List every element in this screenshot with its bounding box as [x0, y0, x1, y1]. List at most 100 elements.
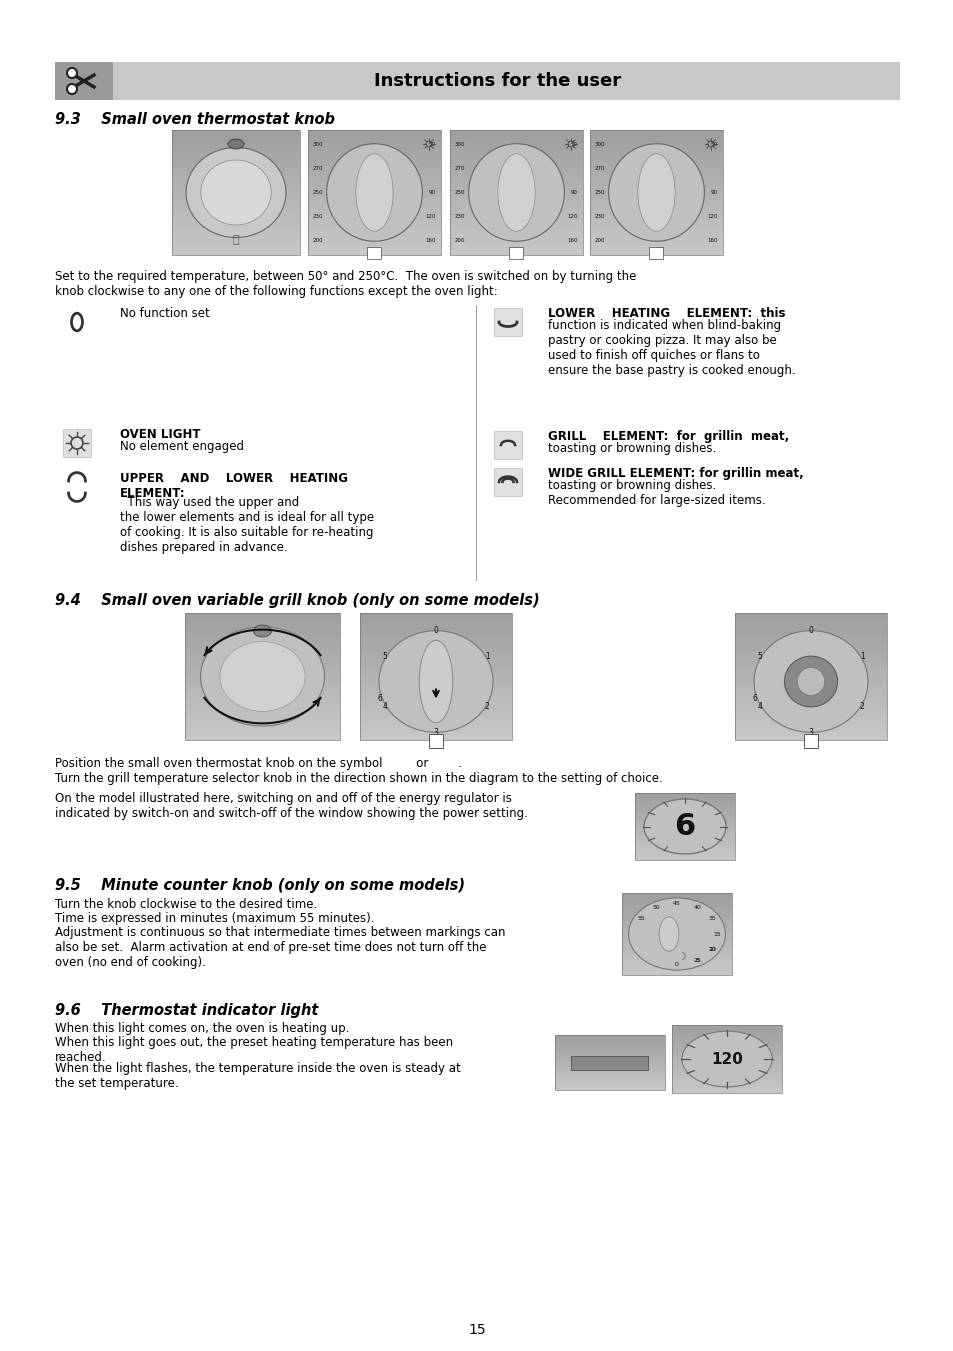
Text: On the model illustrated here, switching on and off of the energy regulator is
i: On the model illustrated here, switching… — [55, 792, 527, 820]
Text: 50: 50 — [710, 142, 718, 147]
Text: 230: 230 — [595, 213, 605, 219]
Text: 120: 120 — [710, 1051, 742, 1066]
Ellipse shape — [200, 627, 324, 725]
Ellipse shape — [659, 917, 679, 951]
Ellipse shape — [638, 154, 675, 231]
Text: 1: 1 — [484, 651, 489, 661]
Text: 3: 3 — [433, 728, 438, 736]
Text: No function set: No function set — [120, 307, 210, 320]
Text: UPPER    AND    LOWER    HEATING
ELEMENT:: UPPER AND LOWER HEATING ELEMENT: — [120, 471, 348, 500]
Bar — [185, 613, 339, 740]
Text: 250: 250 — [595, 190, 605, 195]
Bar — [308, 130, 440, 255]
Text: 6: 6 — [377, 694, 382, 704]
Ellipse shape — [228, 139, 244, 149]
Ellipse shape — [67, 68, 77, 78]
Ellipse shape — [418, 640, 453, 723]
Text: 50: 50 — [429, 142, 436, 147]
Text: 6: 6 — [752, 694, 757, 704]
Bar — [635, 793, 734, 861]
Text: 9.3    Small oven thermostat knob: 9.3 Small oven thermostat knob — [55, 112, 335, 127]
Text: 160: 160 — [425, 238, 436, 242]
Text: 90: 90 — [571, 190, 578, 195]
Ellipse shape — [253, 626, 272, 638]
Text: 15: 15 — [468, 1323, 485, 1337]
Ellipse shape — [468, 143, 564, 242]
Text: Time is expressed in minutes (maximum 55 minutes).: Time is expressed in minutes (maximum 55… — [55, 912, 375, 925]
Text: 20: 20 — [707, 947, 716, 951]
Ellipse shape — [643, 798, 725, 854]
Text: 40: 40 — [693, 905, 700, 911]
Text: Set to the required temperature, between 50° and 250°C.  The oven is switched on: Set to the required temperature, between… — [55, 270, 636, 299]
Text: 160: 160 — [567, 238, 578, 242]
Text: 120: 120 — [707, 213, 718, 219]
Bar — [555, 1035, 664, 1090]
Text: 45: 45 — [673, 901, 680, 907]
Text: 270: 270 — [313, 166, 323, 172]
Text: 5: 5 — [382, 651, 387, 661]
Text: When this light comes on, the oven is heating up.: When this light comes on, the oven is he… — [55, 1021, 349, 1035]
Text: 300: 300 — [313, 142, 323, 147]
Text: Turn the grill temperature selector knob in the direction shown in the diagram t: Turn the grill temperature selector knob… — [55, 771, 662, 785]
Text: 9.6    Thermostat indicator light: 9.6 Thermostat indicator light — [55, 1002, 318, 1019]
Text: 230: 230 — [313, 213, 323, 219]
Text: toasting or browning dishes.: toasting or browning dishes. — [547, 442, 716, 455]
Ellipse shape — [753, 631, 867, 732]
Text: GRILL    ELEMENT:  for  grillin  meat,: GRILL ELEMENT: for grillin meat, — [547, 430, 788, 443]
Ellipse shape — [681, 1031, 771, 1088]
Bar — [55, 62, 899, 100]
Text: 250: 250 — [455, 190, 465, 195]
Ellipse shape — [378, 631, 493, 732]
Text: This way used the upper and
the lower elements and is ideal for all type
of cook: This way used the upper and the lower el… — [120, 496, 374, 554]
Bar — [671, 1025, 781, 1093]
Text: 1: 1 — [859, 651, 863, 661]
Ellipse shape — [186, 147, 286, 238]
Text: Position the small oven thermostat knob on the symbol         or        .: Position the small oven thermostat knob … — [55, 757, 461, 770]
Bar — [494, 308, 521, 336]
Text: 55: 55 — [638, 916, 645, 921]
Ellipse shape — [200, 159, 271, 226]
Bar — [367, 247, 381, 259]
Text: No element engaged: No element engaged — [120, 440, 244, 453]
Bar — [571, 1055, 648, 1070]
Text: 0: 0 — [675, 962, 679, 967]
Bar — [621, 893, 731, 975]
Ellipse shape — [628, 898, 724, 970]
Text: 2: 2 — [484, 703, 489, 712]
Text: 5: 5 — [695, 958, 699, 963]
Text: 90: 90 — [710, 190, 718, 195]
Text: 50: 50 — [652, 905, 659, 911]
Text: 300: 300 — [455, 142, 465, 147]
Text: 0: 0 — [433, 627, 438, 635]
Text: OVEN LIGHT: OVEN LIGHT — [120, 428, 200, 440]
Ellipse shape — [326, 143, 422, 242]
Text: 50: 50 — [571, 142, 578, 147]
Text: Adjustment is continuous so that intermediate times between markings can
also be: Adjustment is continuous so that interme… — [55, 925, 505, 969]
Bar — [649, 247, 662, 259]
Bar — [172, 130, 299, 255]
Text: ☽: ☽ — [677, 952, 685, 962]
Text: 4: 4 — [757, 703, 761, 712]
Text: 15: 15 — [713, 931, 720, 936]
Bar — [63, 430, 91, 457]
Text: 4: 4 — [382, 703, 387, 712]
Text: When the light flashes, the temperature inside the oven is steady at
the set tem: When the light flashes, the temperature … — [55, 1062, 460, 1090]
Text: WIDE GRILL ELEMENT: for grillin meat,: WIDE GRILL ELEMENT: for grillin meat, — [547, 467, 803, 480]
Text: 200: 200 — [595, 238, 605, 242]
Text: Instructions for the user: Instructions for the user — [374, 72, 620, 91]
Ellipse shape — [797, 667, 823, 696]
Bar — [494, 431, 521, 459]
Text: 270: 270 — [595, 166, 605, 172]
Text: 35: 35 — [707, 916, 716, 921]
Text: 300: 300 — [595, 142, 605, 147]
Bar — [509, 247, 523, 259]
Text: 160: 160 — [707, 238, 718, 242]
Text: 5: 5 — [757, 651, 761, 661]
Text: 3: 3 — [808, 728, 813, 736]
Ellipse shape — [783, 657, 837, 707]
Bar — [734, 613, 886, 740]
Bar — [494, 467, 521, 496]
Text: ⏻: ⏻ — [233, 235, 239, 245]
Bar — [450, 130, 582, 255]
Text: 120: 120 — [425, 213, 436, 219]
